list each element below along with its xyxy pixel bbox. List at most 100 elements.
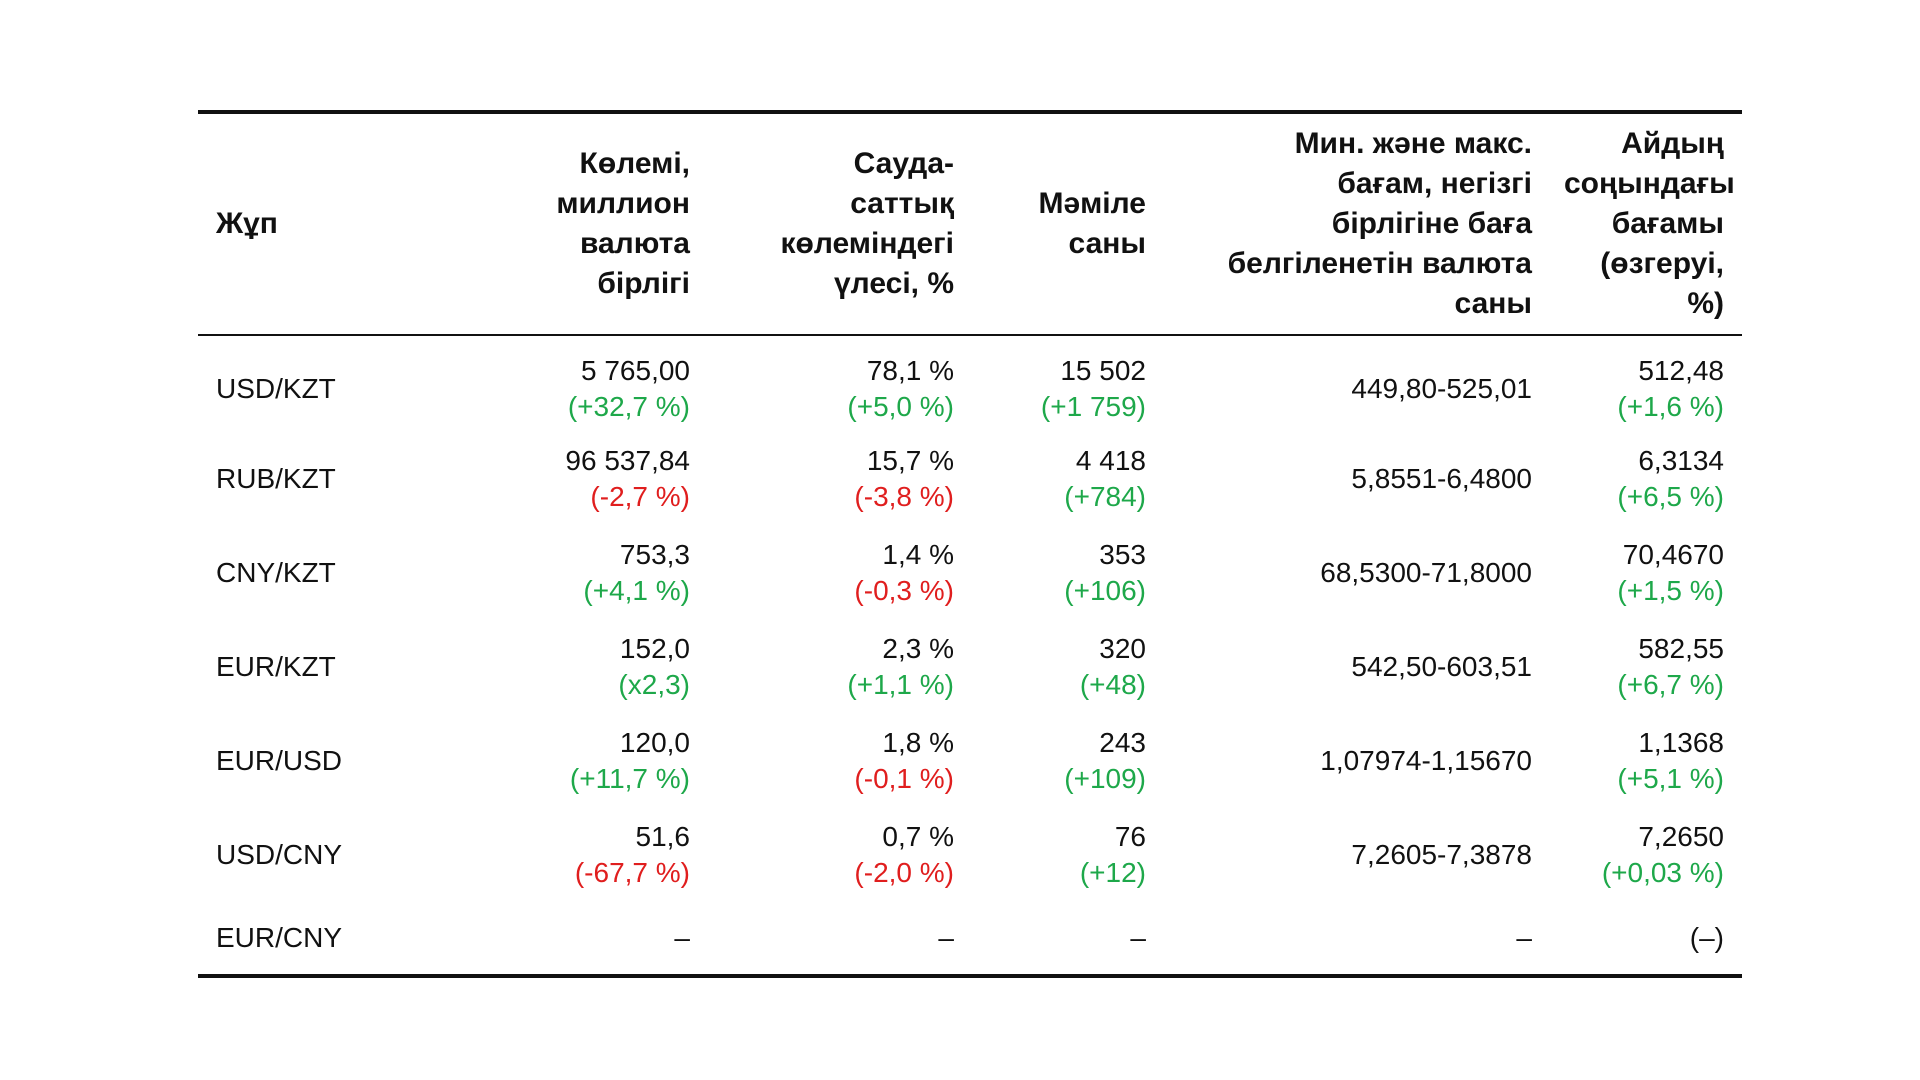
header-pair: Жұп — [216, 207, 278, 240]
rate-cell: 7,2650 (+0,03 %) — [1550, 808, 1742, 902]
pair-cell: EUR/KZT — [216, 651, 336, 682]
minmax-cell: 449,80-525,01 — [1351, 373, 1532, 404]
rate-change: (+1,6 %) — [1617, 391, 1724, 422]
header-share: Сауда- саттық көлеміндегі үлесі, % — [780, 147, 955, 300]
table-row: RUB/KZT 96 537,84 (-2,7 %) 15,7 % (-3,8 … — [198, 432, 1742, 526]
pair-cell: USD/KZT — [216, 373, 336, 404]
share-cell: 1,4 % (-0,3 %) — [708, 526, 972, 620]
header-minmax: Мин. және макс. бағам, негізгі бірлігіне… — [1227, 127, 1532, 320]
rate-change: (+1,5 %) — [1617, 575, 1724, 606]
deals-cell: 76 (+12) — [972, 808, 1164, 902]
deals-change: (+1 759) — [1040, 391, 1146, 422]
deals-change: (+109) — [1064, 763, 1146, 794]
pair-cell: CNY/KZT — [216, 557, 336, 588]
rate-change: (+6,7 %) — [1617, 669, 1724, 700]
deals-cell: 353 (+106) — [972, 526, 1164, 620]
deals-cell: 4 418 (+784) — [972, 432, 1164, 526]
minmax-cell: 1,07974-1,15670 — [1320, 745, 1532, 776]
share-change: (-3,8 %) — [854, 481, 954, 512]
volume-value: 51,6 — [635, 821, 691, 852]
deals-change: (+12) — [1079, 857, 1146, 888]
fx-trading-table: Жұп Көлемі, миллион валюта бірлігі Сауда… — [198, 110, 1742, 978]
pair-cell: RUB/KZT — [216, 463, 336, 494]
volume-change: (-67,7 %) — [574, 857, 690, 888]
volume-change: (+4,1 %) — [583, 575, 690, 606]
minmax-cell: 5,8551-6,4800 — [1351, 463, 1532, 494]
table-body: USD/KZT 5 765,00 (+32,7 %) 78,1 % (+5,0 … — [198, 335, 1742, 976]
pair-cell: EUR/USD — [216, 745, 343, 776]
header-volume: Көлемі, миллион валюта бірлігі — [556, 147, 690, 300]
rate-cell: 6,3134 (+6,5 %) — [1550, 432, 1742, 526]
volume-cell: 96 537,84 (-2,7 %) — [470, 432, 708, 526]
deals-value: 4 418 — [1075, 445, 1146, 476]
deals-cell: 243 (+109) — [972, 714, 1164, 808]
share-value: 15,7 % — [866, 445, 954, 476]
volume-value: 96 537,84 — [565, 445, 690, 476]
volume-cell: 120,0 (+11,7 %) — [470, 714, 708, 808]
deals-value: 76 — [1114, 821, 1146, 852]
volume-value: 753,3 — [619, 539, 690, 570]
rate-value: 7,2650 — [1638, 821, 1724, 852]
volume-change: (+11,7 %) — [569, 763, 690, 794]
volume-cell: – — [674, 922, 690, 953]
rate-change: (+5,1 %) — [1617, 763, 1724, 794]
share-value: 2,3 % — [882, 633, 954, 664]
volume-change: (-2,7 %) — [590, 481, 690, 512]
table-row: USD/CNY 51,6 (-67,7 %) 0,7 % (-2,0 %) 76… — [198, 808, 1742, 902]
deals-cell: 320 (+48) — [972, 620, 1164, 714]
table-row: EUR/CNY – – – – (–) — [198, 902, 1742, 976]
rate-cell: 512,48 (+1,6 %) — [1550, 335, 1742, 432]
deals-change: (+106) — [1064, 575, 1146, 606]
share-cell: 1,8 % (-0,1 %) — [708, 714, 972, 808]
volume-value: 152,0 — [619, 633, 690, 664]
table-row: EUR/USD 120,0 (+11,7 %) 1,8 % (-0,1 %) 2… — [198, 714, 1742, 808]
volume-cell: 152,0 (x2,3) — [470, 620, 708, 714]
table-row: CNY/KZT 753,3 (+4,1 %) 1,4 % (-0,3 %) 35… — [198, 526, 1742, 620]
header-deals: Мәміле саны — [1038, 187, 1146, 260]
rate-value: 512,48 — [1638, 355, 1724, 386]
rate-change: (+0,03 %) — [1601, 857, 1724, 888]
header-rate: Айдың соңындағы бағамы (өзгеруі, %) — [1564, 127, 1735, 320]
rate-value: 582,55 — [1638, 633, 1724, 664]
minmax-cell: 542,50-603,51 — [1351, 651, 1532, 682]
rate-value: 70,4670 — [1622, 539, 1724, 570]
deals-change: (+48) — [1079, 669, 1146, 700]
table-header: Жұп Көлемі, миллион валюта бірлігі Сауда… — [198, 112, 1742, 335]
minmax-cell: 7,2605-7,3878 — [1351, 839, 1532, 870]
rate-value: 1,1368 — [1638, 727, 1724, 758]
share-value: 1,4 % — [882, 539, 954, 570]
share-value: 78,1 % — [866, 355, 954, 386]
share-change: (+5,0 %) — [847, 391, 954, 422]
table-row: EUR/KZT 152,0 (x2,3) 2,3 % (+1,1 %) 320 … — [198, 620, 1742, 714]
rate-cell: 582,55 (+6,7 %) — [1550, 620, 1742, 714]
share-value: 1,8 % — [882, 727, 954, 758]
rate-change: (+6,5 %) — [1617, 481, 1724, 512]
share-cell: 15,7 % (-3,8 %) — [708, 432, 972, 526]
share-change: (+1,1 %) — [847, 669, 954, 700]
deals-value: 320 — [1099, 633, 1146, 664]
deals-value: 243 — [1099, 727, 1146, 758]
share-change: (-0,1 %) — [854, 763, 954, 794]
rate-cell: 70,4670 (+1,5 %) — [1550, 526, 1742, 620]
share-change: (-2,0 %) — [854, 857, 954, 888]
share-value: 0,7 % — [882, 821, 954, 852]
share-cell: 0,7 % (-2,0 %) — [708, 808, 972, 902]
volume-change: (+32,7 %) — [567, 391, 690, 422]
share-cell: – — [938, 922, 954, 953]
rate-cell: (–) — [1689, 922, 1724, 953]
share-cell: 2,3 % (+1,1 %) — [708, 620, 972, 714]
deals-cell: – — [1130, 922, 1146, 953]
volume-change: (x2,3) — [618, 669, 690, 700]
pair-cell: EUR/CNY — [216, 922, 343, 953]
volume-value: 5 765,00 — [581, 355, 690, 386]
volume-cell: 5 765,00 (+32,7 %) — [470, 335, 708, 432]
share-cell: 78,1 % (+5,0 %) — [708, 335, 972, 432]
rate-cell: 1,1368 (+5,1 %) — [1550, 714, 1742, 808]
rate-value: 6,3134 — [1638, 445, 1724, 476]
volume-value: 120,0 — [619, 727, 690, 758]
minmax-cell: – — [1516, 922, 1532, 953]
share-change: (-0,3 %) — [854, 575, 954, 606]
deals-change: (+784) — [1064, 481, 1146, 512]
volume-cell: 753,3 (+4,1 %) — [470, 526, 708, 620]
